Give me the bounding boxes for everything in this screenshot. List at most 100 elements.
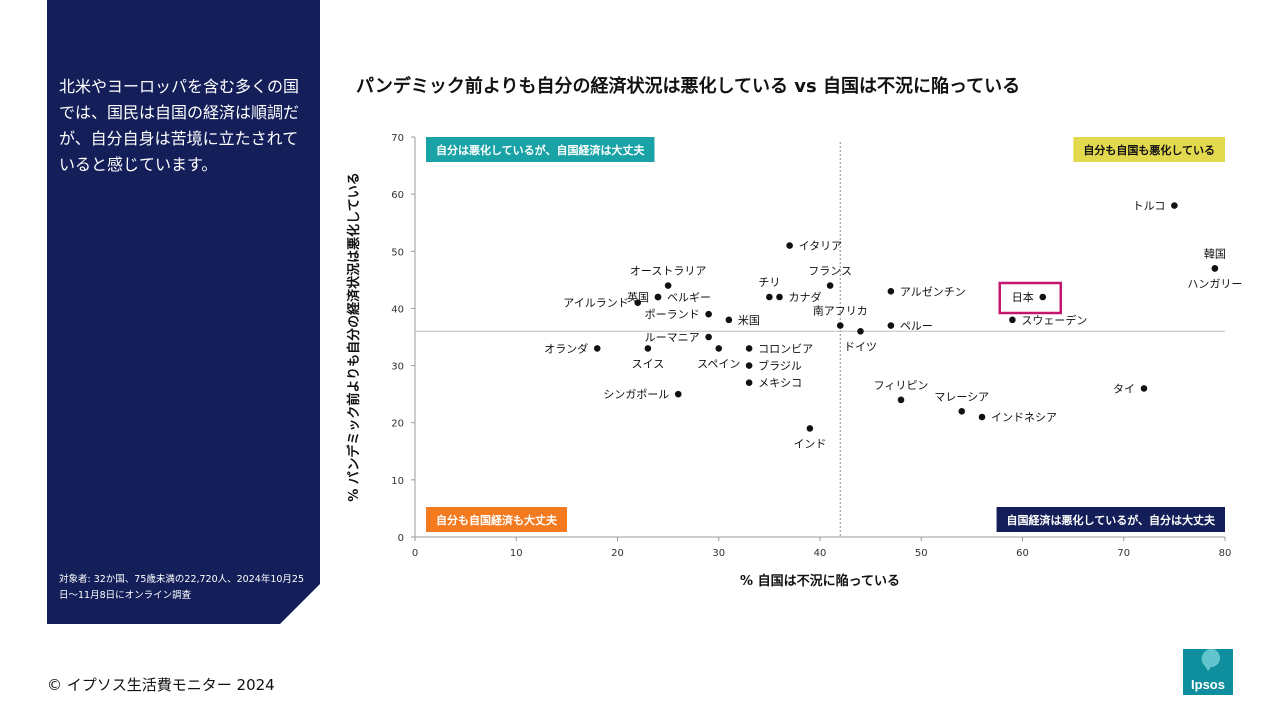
point-label: アルゼンチン xyxy=(900,285,966,298)
data-point xyxy=(826,282,834,289)
x-tick-label: 80 xyxy=(1219,548,1232,559)
point-label: スイス xyxy=(632,357,665,370)
data-point xyxy=(745,345,753,352)
data-point xyxy=(857,327,864,335)
quadrant-label-bg xyxy=(1073,137,1225,162)
y-tick-label: 50 xyxy=(391,247,404,258)
point-label: 南アフリカ xyxy=(813,305,868,318)
point-label: フランス xyxy=(808,265,852,278)
data-point xyxy=(958,407,966,415)
data-point xyxy=(1140,385,1148,392)
point-label: スウェーデン xyxy=(1021,313,1087,327)
point-label: 米国 xyxy=(738,314,760,327)
point-label: ルーマニア xyxy=(645,331,700,344)
point-label: インドネシア xyxy=(991,411,1057,424)
point-label: チリ xyxy=(758,276,780,289)
x-tick-label: 40 xyxy=(814,548,827,559)
quadrant-label-text: 自分も自国経済も大丈夫 xyxy=(436,513,558,527)
data-point xyxy=(887,322,895,329)
data-point xyxy=(1009,316,1016,324)
quadrant-label-bottom-left: 自分も自国経済も大丈夫 xyxy=(426,507,567,532)
y-tick-label: 20 xyxy=(391,419,404,430)
point-label: インド xyxy=(793,437,826,450)
data-point xyxy=(654,293,662,301)
x-axis-label: % 自国は不況に陥っている xyxy=(740,573,900,589)
y-tick-label: 10 xyxy=(391,476,404,487)
data-point xyxy=(674,390,682,398)
point-label: イタリア xyxy=(799,240,843,253)
quadrant-label-text: 自分も自国も悪化している xyxy=(1083,143,1215,157)
data-point xyxy=(887,287,895,295)
side-panel-corner xyxy=(280,584,320,624)
chart-title: パンデミック前よりも自分の経済状況は悪化している vs 自国は不況に陥っている xyxy=(356,76,1021,97)
y-tick-label: 40 xyxy=(391,304,404,315)
x-tick-label: 70 xyxy=(1117,548,1130,559)
quadrant-label-top-right: 自分も自国も悪化している xyxy=(1073,137,1225,162)
data-point xyxy=(776,293,783,301)
x-tick-label: 50 xyxy=(915,548,928,559)
point-label: オーストラリア xyxy=(630,265,706,278)
data-point xyxy=(836,322,844,329)
point-label: カナダ xyxy=(789,290,822,304)
point-label: ベルギー xyxy=(667,291,711,304)
point-label: スペイン xyxy=(697,357,740,370)
data-point xyxy=(593,345,601,352)
point-label: メキシコ xyxy=(758,377,802,390)
x-tick-label: 60 xyxy=(1016,548,1029,559)
copyright: © イプソス生活費モニター 2024 xyxy=(47,676,275,694)
data-point xyxy=(766,293,773,301)
point-label: タイ xyxy=(1113,382,1135,395)
logo-text: Ipsos xyxy=(1191,677,1225,692)
point-label: ドイツ xyxy=(844,340,877,353)
side-panel xyxy=(47,0,320,624)
highlight-box xyxy=(998,281,1062,315)
survey-note: 対象者: 32か国、75歳未満の22,720人、2024年10月25日～11月8… xyxy=(59,574,304,601)
quadrant-label-bottom-right: 自国経済は悪化しているが、自分は大丈夫 xyxy=(996,507,1225,532)
x-tick-label: 10 xyxy=(510,548,523,559)
point-label: オランダ xyxy=(544,341,588,355)
quadrant-label-bg xyxy=(426,137,655,162)
data-point xyxy=(705,333,712,341)
quadrant-label-text: 自国経済は悪化しているが、自分は大丈夫 xyxy=(1007,513,1216,527)
point-label: マレーシア xyxy=(934,390,989,403)
data-point xyxy=(806,425,814,432)
ipsos-logo: Ipsos xyxy=(1183,649,1233,695)
y-tick-label: 60 xyxy=(391,190,404,201)
y-tick-label: 30 xyxy=(391,362,404,373)
data-point xyxy=(1211,265,1219,272)
data-point xyxy=(664,282,672,289)
y-axis-label: % パンデミック前よりも自分の経済状況は悪化している xyxy=(346,172,362,502)
data-point xyxy=(705,310,712,318)
side-description: 北米やヨーロッパを含む多くの国では、国民は自国の経済は順調だが、自分自身は苦境に… xyxy=(59,77,300,174)
point-label: ハンガリー xyxy=(1187,277,1242,290)
quadrant-label-top-left: 自分は悪化しているが、自国経済は大丈夫 xyxy=(426,137,655,162)
data-point xyxy=(725,316,733,324)
point-label: ペルー xyxy=(900,320,933,333)
data-point xyxy=(745,379,753,387)
x-tick-label: 0 xyxy=(412,548,418,559)
x-tick-label: 30 xyxy=(712,548,725,559)
x-tick-label: 20 xyxy=(611,548,624,559)
point-label: ブラジル xyxy=(758,359,802,373)
quadrant-label-text: 自分は悪化しているが、自国経済は大丈夫 xyxy=(436,143,645,157)
data-point xyxy=(786,242,793,249)
data-point xyxy=(715,345,723,352)
data-point xyxy=(978,413,986,421)
data-point xyxy=(897,396,905,404)
data-point xyxy=(745,362,753,369)
quadrant-label-bg xyxy=(426,507,567,532)
point-label: フィリピン xyxy=(874,379,929,392)
data-point xyxy=(634,299,642,307)
quadrant-label-bg xyxy=(996,507,1225,532)
data-point xyxy=(644,345,652,352)
point-label: 韓国 xyxy=(1204,247,1226,260)
point-label: コロンビア xyxy=(758,342,813,355)
point-label: トルコ xyxy=(1133,200,1166,213)
point-label: ポーランド xyxy=(645,308,700,321)
point-label: アイルランド xyxy=(563,297,628,310)
y-tick-label: 70 xyxy=(391,133,404,144)
data-point xyxy=(1039,293,1047,301)
point-label: 日本 xyxy=(1012,290,1034,304)
data-point xyxy=(1171,202,1178,209)
